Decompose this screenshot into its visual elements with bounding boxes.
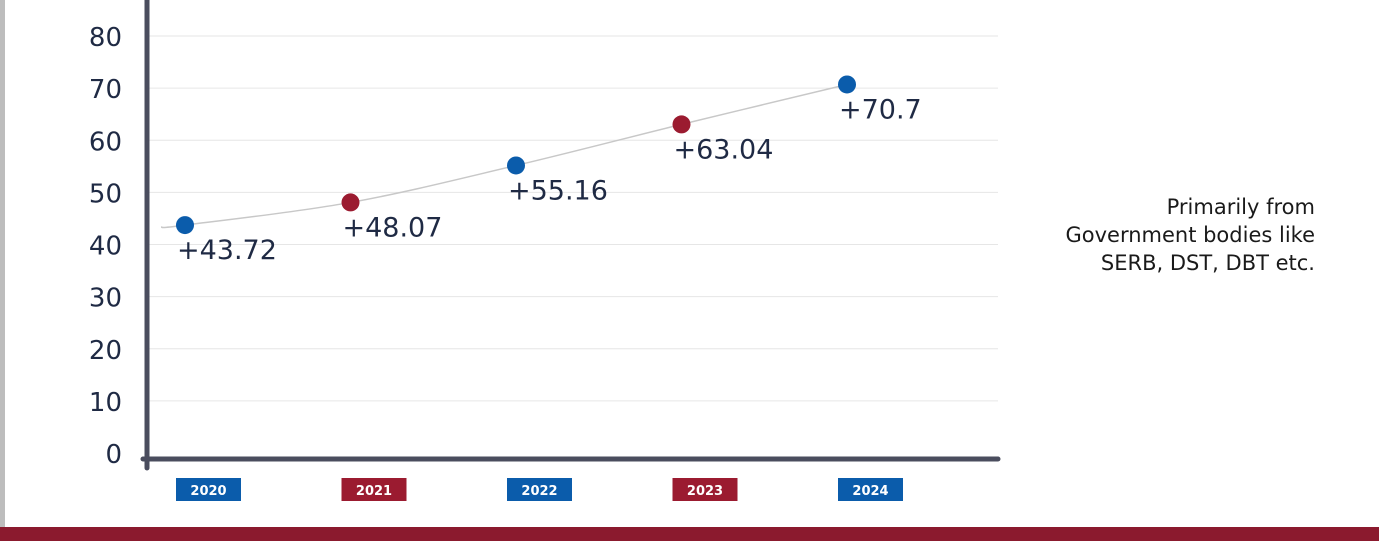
x-year-badge-bg: [176, 478, 241, 501]
x-tick-label: 2022: [521, 484, 557, 499]
y-tick-label: 60: [89, 127, 122, 157]
data-label: +70.7: [839, 94, 922, 125]
x-year-badge: 2024: [838, 478, 903, 501]
funding-note-line-2: Government bodies like: [1065, 223, 1315, 247]
data-point: [176, 216, 194, 235]
data-point: [838, 75, 856, 94]
y-tick-label: 40: [89, 232, 122, 262]
left-edge-border: [0, 0, 5, 541]
x-year-badge-bg: [507, 478, 572, 501]
x-year-badge: 2022: [507, 478, 572, 501]
y-tick-label: 0: [105, 440, 122, 470]
x-tick-label: 2023: [687, 484, 723, 499]
x-year-badge-bg: [838, 478, 903, 501]
data-point: [672, 115, 691, 134]
bottom-accent-bar: [0, 527, 1379, 541]
data-labels: +43.72 +48.07 +55.16 +63.04 +70.7: [177, 94, 922, 266]
x-year-badge: 2021: [341, 478, 407, 501]
data-label: +55.16: [508, 175, 608, 206]
data-point: [507, 156, 525, 175]
y-tick-label: 20: [89, 336, 122, 366]
x-year-badge: 2023: [672, 478, 738, 501]
trend-curve-path: [160, 83, 848, 229]
grid-lines: [147, 35, 998, 402]
y-tick-label: 30: [89, 284, 122, 314]
funding-note-line-3: SERB, DST, DBT etc.: [1100, 251, 1315, 275]
data-label: +63.04: [674, 134, 774, 165]
x-tick-label: 2021: [356, 484, 392, 499]
x-year-badge-bg: [341, 478, 407, 501]
trend-curve: [160, 83, 848, 229]
y-tick-label: 70: [89, 75, 122, 105]
data-points: [176, 75, 856, 235]
x-tick-label: 2024: [852, 484, 888, 499]
y-axis-ticks: 0 10 20 30 40 50 60 70 80: [89, 23, 122, 470]
axes: [140, 0, 1001, 471]
y-tick-label: 10: [89, 388, 122, 418]
data-label: +43.72: [177, 235, 277, 266]
funding-note: Primarily from Government bodies like SE…: [995, 193, 1315, 277]
funding-note-line-1: Primarily from: [1166, 195, 1315, 219]
y-tick-label: 50: [89, 179, 122, 209]
x-tick-label: 2020: [190, 484, 226, 499]
data-label: +48.07: [343, 212, 443, 243]
x-axis-year-badges: 2020 2021 2022 2023 2024: [176, 478, 903, 501]
data-point: [341, 193, 360, 212]
y-tick-label: 80: [89, 23, 122, 53]
x-year-badge: 2020: [176, 478, 241, 501]
x-year-badge-bg: [672, 478, 738, 501]
